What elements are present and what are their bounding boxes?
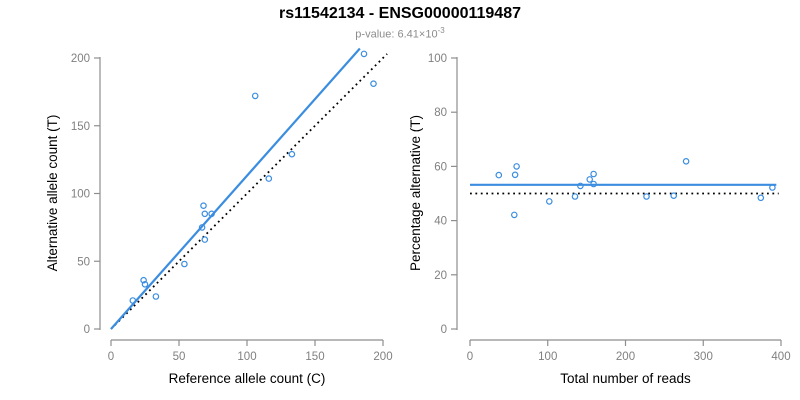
- data-point: [643, 193, 650, 200]
- data-point: [590, 180, 597, 188]
- data-point: [513, 163, 520, 170]
- data-point: [682, 158, 690, 165]
- data-point: [141, 280, 149, 288]
- data-point: [586, 176, 594, 183]
- data-point: [288, 150, 296, 158]
- x-tick-label: 100: [538, 351, 557, 363]
- x-tick-label: 400: [771, 351, 790, 363]
- x-tick-label: 0: [467, 351, 473, 363]
- data-point: [757, 194, 765, 202]
- y-tick-label: 50: [77, 256, 90, 268]
- y-tick-label: 100: [71, 189, 90, 201]
- x-axis-title: Reference allele count (C): [169, 371, 326, 386]
- data-point: [152, 293, 160, 300]
- data-point: [208, 210, 215, 218]
- y-axis-title: Alternative allele count (T): [45, 115, 60, 272]
- data-point: [370, 80, 377, 88]
- expected-ratio-dotted-line: [110, 53, 388, 330]
- x-tick-label: 200: [373, 351, 392, 363]
- y-tick-label: 0: [84, 324, 90, 336]
- data-point: [769, 184, 776, 191]
- data-point: [265, 175, 273, 182]
- data-point: [510, 211, 518, 219]
- y-tick-label: 80: [434, 107, 447, 119]
- y-tick-label: 20: [434, 270, 447, 282]
- data-point: [129, 297, 137, 304]
- y-tick-label: 40: [434, 216, 447, 228]
- y-tick-label: 0: [441, 324, 447, 336]
- p-value-text: p-value: 6.41×10: [355, 28, 438, 41]
- data-point: [198, 224, 206, 231]
- data-point: [571, 193, 579, 200]
- data-point: [545, 198, 553, 205]
- data-point: [577, 182, 584, 190]
- data-point: [590, 170, 597, 178]
- x-tick-label: 50: [173, 351, 186, 363]
- plot-subtitle: p-value: 6.41×10-3: [0, 26, 800, 41]
- data-point: [251, 92, 259, 100]
- data-point: [670, 192, 678, 200]
- x-tick-label: 300: [694, 351, 713, 363]
- x-tick-label: 100: [237, 351, 256, 363]
- x-axis-title: Total number of reads: [560, 371, 691, 386]
- y-axis-title: Percentage alternative (T): [408, 115, 423, 271]
- data-point: [201, 210, 209, 218]
- y-tick-label: 200: [71, 53, 90, 65]
- plot-title: rs11542134 - ENSG00000119487: [279, 5, 521, 22]
- data-point: [140, 276, 147, 284]
- y-tick-label: 150: [71, 121, 90, 133]
- x-tick-label: 0: [108, 351, 114, 363]
- data-point: [181, 260, 188, 268]
- p-value-exponent: -3: [437, 26, 445, 35]
- x-tick-label: 200: [616, 351, 635, 363]
- data-point: [201, 236, 209, 243]
- y-tick-label: 100: [428, 53, 447, 65]
- data-point: [495, 171, 503, 179]
- x-tick-label: 150: [305, 351, 324, 363]
- y-tick-label: 60: [434, 161, 447, 173]
- data-point: [511, 171, 519, 179]
- data-point: [200, 202, 207, 210]
- fitted-ratio-line: [110, 47, 361, 330]
- data-point: [360, 50, 368, 58]
